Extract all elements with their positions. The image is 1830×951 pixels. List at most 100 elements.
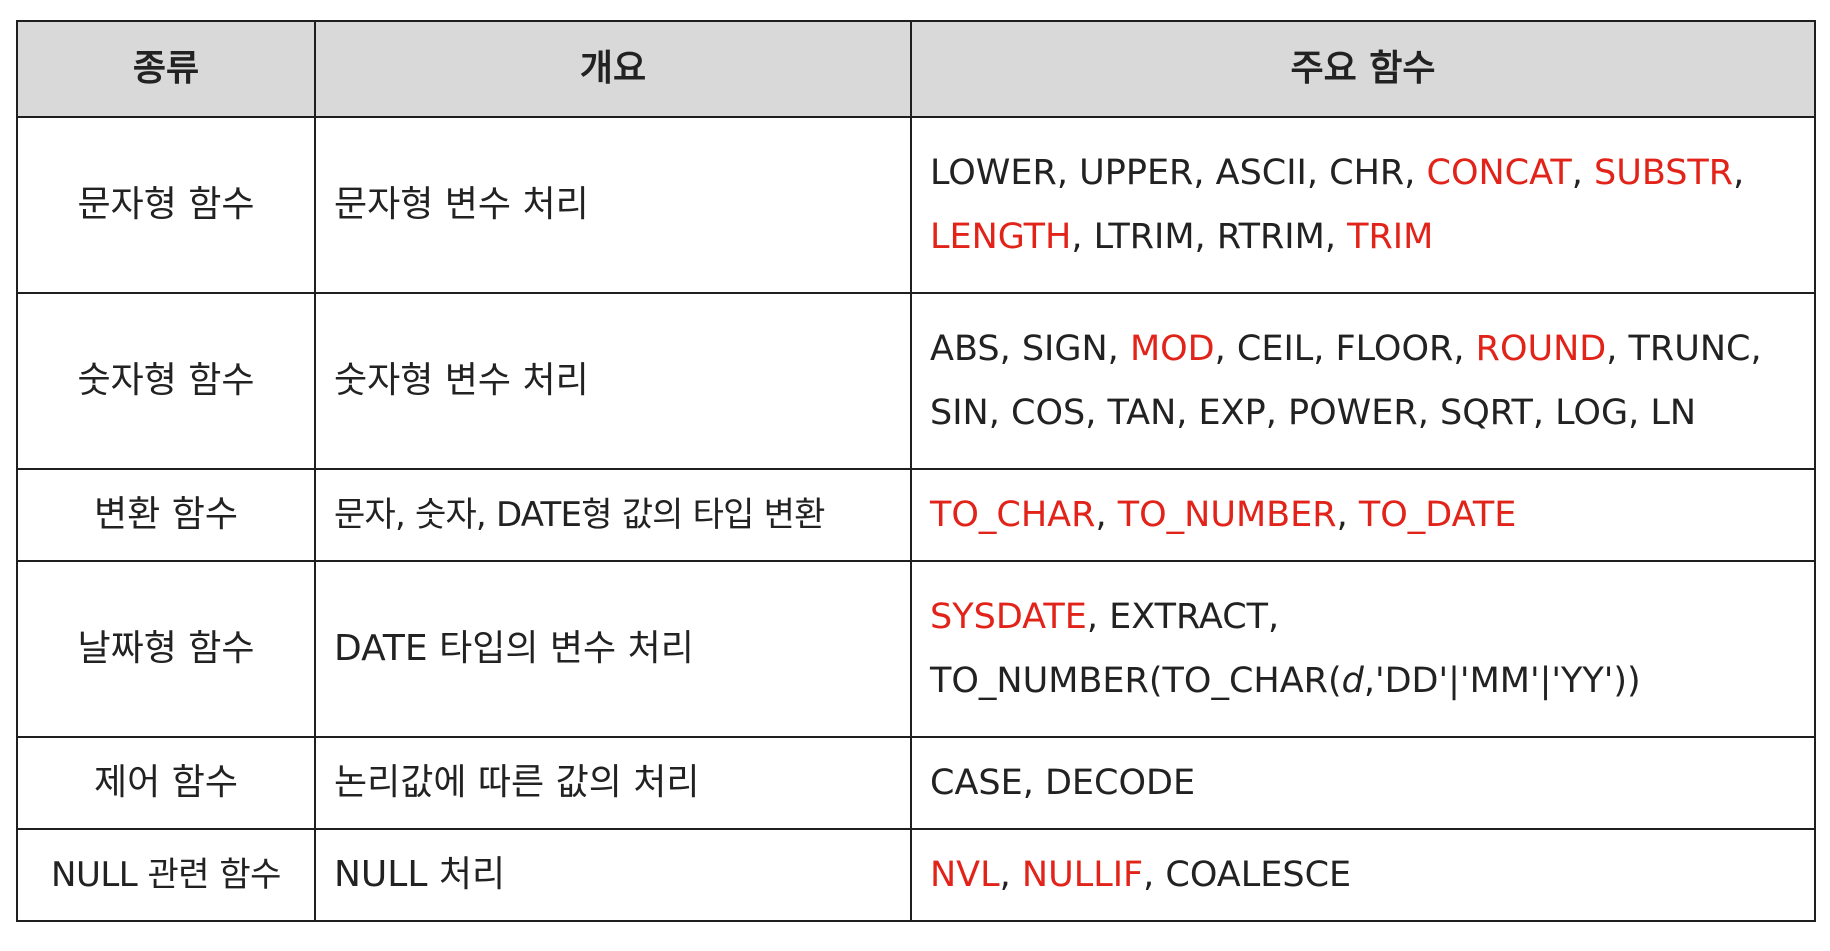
function-line: NVL, NULLIF, COALESCE <box>930 843 1804 907</box>
function-name-highlighted: TO_NUMBER <box>1117 495 1337 535</box>
function-argument: d <box>1341 661 1364 701</box>
row-kind-cell: 숫자형 함수 <box>16 292 316 470</box>
function-separator: , <box>1628 393 1651 433</box>
function-name: LOWER <box>930 153 1057 193</box>
function-name: SIGN <box>1021 329 1108 369</box>
function-name: FLOOR <box>1335 329 1454 369</box>
function-separator: , <box>1750 329 1762 369</box>
function-separator: , <box>1733 153 1745 193</box>
function-name: POWER <box>1288 393 1418 433</box>
function-name: LOG <box>1555 393 1629 433</box>
function-separator: , <box>1313 329 1336 369</box>
function-name: TAN <box>1107 393 1177 433</box>
function-separator: , <box>1056 153 1080 193</box>
table-body: 문자형 함수 문자형 변수 처리 LOWER, UPPER, ASCII, CH… <box>16 116 1816 922</box>
table-row: 숫자형 함수 숫자형 변수 처리 ABS, SIGN, MOD, CEIL, F… <box>16 292 1816 470</box>
function-name: CASE <box>930 763 1023 803</box>
function-name: CEIL <box>1236 329 1314 369</box>
function-separator: , <box>1606 329 1629 369</box>
function-name: UPPER <box>1079 153 1194 193</box>
function-name-highlighted: NULLIF <box>1021 855 1144 895</box>
function-separator: ( <box>1327 661 1342 701</box>
header-functions: 주요 함수 <box>910 20 1816 118</box>
function-name: COS <box>1011 393 1086 433</box>
function-name-highlighted: NVL <box>930 855 1000 895</box>
function-separator: , <box>1022 763 1045 803</box>
table-row: 제어 함수 논리값에 따른 값의 처리 CASE, DECODE <box>16 736 1816 830</box>
function-separator: '|' <box>1529 661 1562 701</box>
row-summary-cell: NULL 처리 <box>314 828 912 922</box>
function-name: EXTRACT <box>1109 597 1269 637</box>
function-name-highlighted: TRIM <box>1347 217 1434 257</box>
function-separator: , <box>1532 393 1556 433</box>
function-separator: ')) <box>1603 661 1641 701</box>
function-separator: , <box>1265 393 1289 433</box>
row-summary-cell: 논리값에 따른 값의 처리 <box>314 736 912 830</box>
function-name: LN <box>1650 393 1697 433</box>
function-line: CASE, DECODE <box>930 751 1804 815</box>
row-kind-cell: 날짜형 함수 <box>16 560 316 738</box>
function-line: TO_CHAR, TO_NUMBER, TO_DATE <box>930 483 1804 547</box>
function-separator: , <box>1214 329 1237 369</box>
function-separator: , <box>1071 217 1094 257</box>
function-line: LOWER, UPPER, ASCII, CHR, CONCAT, SUBSTR… <box>930 141 1804 205</box>
function-separator: '|' <box>1438 661 1470 701</box>
function-name: CHR <box>1329 153 1405 193</box>
row-kind-cell: NULL 관련 함수 <box>16 828 316 922</box>
function-line: SYSDATE, EXTRACT, <box>930 585 1804 649</box>
function-separator: , <box>1095 495 1118 535</box>
function-separator: , <box>1336 495 1359 535</box>
function-name-highlighted: MOD <box>1129 329 1215 369</box>
function-separator: , <box>999 329 1022 369</box>
function-name: RTRIM <box>1216 217 1325 257</box>
header-kind: 종류 <box>16 20 316 118</box>
function-name: SQRT <box>1439 393 1533 433</box>
table-row: NULL 관련 함수 NULL 처리 NVL, NULLIF, COALESCE <box>16 828 1816 922</box>
function-separator: , <box>1453 329 1476 369</box>
row-summary-cell: 문자형 변수 처리 <box>314 116 912 294</box>
header-summary: 개요 <box>314 20 912 118</box>
function-separator: , <box>1107 329 1130 369</box>
table-row: 변환 함수 문자, 숫자, DATE형 값의 타입 변환 TO_CHAR, TO… <box>16 468 1816 562</box>
function-separator: ( <box>1148 661 1163 701</box>
row-summary-cell: 숫자형 변수 처리 <box>314 292 912 470</box>
row-functions-cell: TO_CHAR, TO_NUMBER, TO_DATE <box>910 468 1816 562</box>
function-name: TRUNC <box>1628 329 1751 369</box>
function-name: LTRIM <box>1093 217 1195 257</box>
function-name: YY <box>1561 661 1604 701</box>
row-kind-cell: 변환 함수 <box>16 468 316 562</box>
sql-functions-table: 종류 개요 주요 함수 문자형 함수 문자형 변수 처리 LOWER, UPPE… <box>16 20 1816 922</box>
function-name: COALESCE <box>1165 855 1352 895</box>
header-row: 종류 개요 주요 함수 <box>16 20 1816 118</box>
function-name: ABS <box>930 329 1000 369</box>
function-separator: , <box>1193 153 1216 193</box>
function-name-highlighted: TO_DATE <box>1358 495 1517 535</box>
function-separator: , <box>999 855 1022 895</box>
function-line: ABS, SIGN, MOD, CEIL, FLOOR, ROUND, TRUN… <box>930 317 1804 381</box>
row-functions-cell: LOWER, UPPER, ASCII, CHR, CONCAT, SUBSTR… <box>910 116 1816 294</box>
function-line: SIN, COS, TAN, EXP, POWER, SQRT, LOG, LN <box>930 381 1804 445</box>
function-separator: , <box>1086 597 1110 637</box>
function-name-highlighted: ROUND <box>1475 329 1607 369</box>
function-separator: , <box>1194 217 1217 257</box>
sql-functions-table-wrapper: 종류 개요 주요 함수 문자형 함수 문자형 변수 처리 LOWER, UPPE… <box>16 20 1816 922</box>
row-functions-cell: NVL, NULLIF, COALESCE <box>910 828 1816 922</box>
function-name-highlighted: SUBSTR <box>1593 153 1734 193</box>
function-name-highlighted: SYSDATE <box>930 597 1087 637</box>
row-summary-cell: DATE 타입의 변수 처리 <box>314 560 912 738</box>
function-name-highlighted: TO_CHAR <box>930 495 1096 535</box>
function-line: LENGTH, LTRIM, RTRIM, TRIM <box>930 205 1804 269</box>
function-name: MM <box>1469 661 1530 701</box>
row-functions-cell: ABS, SIGN, MOD, CEIL, FLOOR, ROUND, TRUN… <box>910 292 1816 470</box>
function-separator: , <box>1268 597 1280 637</box>
row-functions-cell: CASE, DECODE <box>910 736 1816 830</box>
row-summary-cell: 문자, 숫자, DATE형 값의 타입 변환 <box>314 468 912 562</box>
table-row: 문자형 함수 문자형 변수 처리 LOWER, UPPER, ASCII, CH… <box>16 116 1816 294</box>
function-name-highlighted: LENGTH <box>930 217 1072 257</box>
row-kind-cell: 제어 함수 <box>16 736 316 830</box>
function-separator: , <box>1176 393 1199 433</box>
table-row: 날짜형 함수 DATE 타입의 변수 처리 SYSDATE, EXTRACT, T… <box>16 560 1816 738</box>
function-separator: , <box>1085 393 1108 433</box>
function-name: EXP <box>1198 393 1266 433</box>
function-name: DECODE <box>1044 763 1196 803</box>
